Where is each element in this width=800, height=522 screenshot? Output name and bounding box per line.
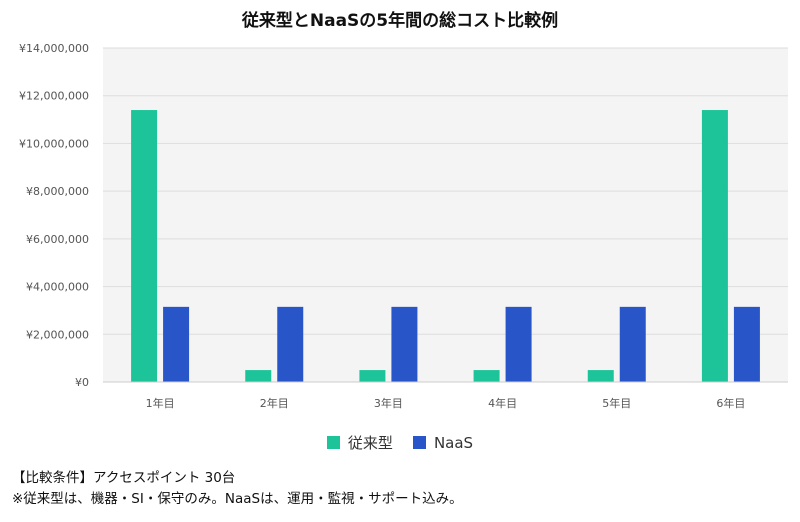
x-tick-label: 2年目 (260, 396, 289, 410)
x-tick-label: 5年目 (602, 396, 631, 410)
bar-conventional-5 (587, 370, 614, 382)
bars (131, 110, 760, 383)
y-tick-label: ¥12,000,000 (19, 90, 89, 103)
y-axis-ticks: ¥0 ¥2,000,000 ¥4,000,000 ¥6,000,000 ¥8,000,0… (19, 42, 89, 389)
plot-area (103, 48, 788, 382)
bar-naas-3 (391, 306, 418, 382)
x-tick-label: 4年目 (488, 396, 517, 410)
legend-swatch-conventional (326, 436, 340, 449)
x-tick-label: 3年目 (374, 396, 403, 410)
legend-label-naas: NaaS (433, 433, 474, 452)
bar-naas-4 (505, 306, 532, 382)
comparison-notes: 【比較条件】アクセスポイント 30台 ※従来型は、機器・SI・保守のみ。NaaS… (12, 468, 463, 510)
legend-swatch-naas (412, 436, 426, 449)
x-axis-ticks: 1年目 2年目 3年目 4年目 5年目 6年目 (146, 396, 746, 410)
bar-conventional-4 (473, 370, 500, 382)
y-tick-label: ¥4,000,000 (26, 281, 89, 294)
bar-conventional-2 (245, 370, 272, 382)
note-conditions: 【比較条件】アクセスポイント 30台 (12, 470, 236, 486)
chart-title: 従来型とNaaSの5年間の総コスト比較例 (241, 11, 559, 31)
legend-item-conventional: 従来型 (326, 432, 393, 453)
bar-conventional-3 (359, 370, 386, 382)
legend-item-naas: NaaS (412, 433, 474, 452)
bar-naas-1 (163, 306, 190, 382)
y-tick-label: ¥2,000,000 (26, 328, 89, 341)
x-tick-label: 6年目 (716, 396, 745, 410)
note-scope: ※従来型は、機器・SI・保守のみ。NaaSは、運用・監視・サポート込み。 (12, 491, 463, 507)
legend: 従来型 NaaS (0, 432, 800, 453)
x-tick-label: 1年目 (146, 396, 175, 410)
bar-naas-6 (733, 306, 760, 382)
y-tick-label: ¥6,000,000 (26, 233, 89, 246)
bar-conventional-1 (131, 110, 158, 383)
y-tick-label: ¥0 (75, 376, 89, 389)
bar-naas-5 (619, 306, 646, 382)
y-tick-label: ¥8,000,000 (26, 185, 89, 198)
gridlines (103, 47, 788, 335)
legend-label-conventional: 従来型 (347, 434, 393, 452)
bar-conventional-6 (701, 110, 728, 383)
y-tick-label: ¥14,000,000 (19, 42, 89, 55)
bar-naas-2 (277, 306, 304, 382)
y-tick-label: ¥10,000,000 (19, 137, 89, 150)
